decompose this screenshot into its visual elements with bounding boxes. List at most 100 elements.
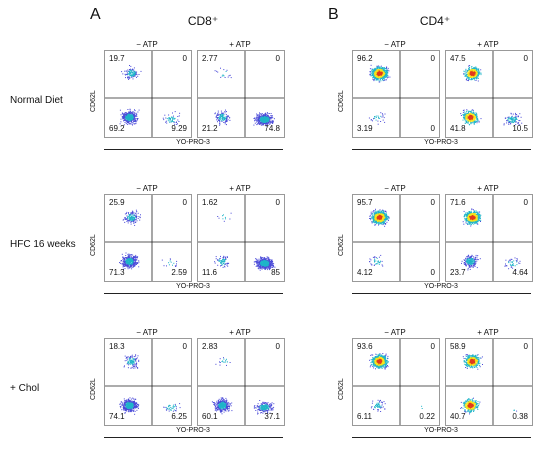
y-axis-label-cd4-0: CD62L [338, 90, 345, 112]
quadrant-ul-value: 2.77 [202, 54, 218, 63]
quadrant-ur-value: 0 [182, 198, 187, 207]
x-axis-line-cd4-0 [352, 149, 531, 150]
x-axis-label-cd8-0: YO-PRO-3 [176, 139, 210, 146]
quadrant-ul-value: 18.3 [109, 342, 125, 351]
flow-plot-cd4-0-plus: 47.5 0 41.8 10.5 [445, 50, 533, 138]
cd4-title: CD4⁺ [419, 14, 451, 28]
scatter-cd4-0-minus [353, 51, 439, 137]
quadrant-ur-value: 0 [430, 198, 435, 207]
flow-plot-cd8-1-minus: 25.9 0 71.3 2.59 [104, 194, 192, 282]
scatter-cd8-1-minus [105, 195, 191, 281]
quadrant-ll-value: 23.7 [450, 268, 466, 277]
quadrant-ur-value: 0 [523, 54, 528, 63]
quadrant-lr-value: 6.25 [171, 412, 187, 421]
quadrant-ll-value: 74.1 [109, 412, 125, 421]
quadrant-ll-value: 6.11 [357, 412, 372, 421]
y-axis-label-cd8-1: CD62L [90, 234, 97, 256]
flow-plot-cd8-2-plus: 2.83 0 60.1 37.1 [197, 338, 285, 426]
quadrant-lr-value: 0 [430, 124, 435, 133]
flow-plot-cd8-0-plus: 2.77 0 21.2 74.8 [197, 50, 285, 138]
flow-plot-cd4-2-minus: 93.6 0 6.11 0.22 [352, 338, 440, 426]
condition-label-cd8-2-minus: − ATP [136, 328, 158, 337]
condition-label-cd4-0-minus: − ATP [384, 40, 406, 49]
quadrant-ur-value: 0 [182, 54, 187, 63]
quadrant-ul-value: 25.9 [109, 198, 125, 207]
condition-label-cd4-1-minus: − ATP [384, 184, 406, 193]
panel-b-letter: B [328, 6, 339, 23]
condition-label-cd8-2-plus: + ATP [229, 328, 251, 337]
quadrant-ll-value: 21.2 [202, 124, 218, 133]
condition-label-cd4-0-plus: + ATP [477, 40, 499, 49]
scatter-cd4-1-plus [446, 195, 532, 281]
condition-label-cd8-1-minus: − ATP [136, 184, 158, 193]
flow-plot-cd8-1-plus: 1.62 0 11.6 85 [197, 194, 285, 282]
quadrant-lr-value: 0 [430, 268, 435, 277]
quadrant-lr-value: 37.1 [264, 412, 280, 421]
y-axis-label-cd4-1: CD62L [338, 234, 345, 256]
quadrant-ul-value: 93.6 [357, 342, 373, 351]
quadrant-ll-value: 4.12 [357, 268, 373, 277]
quadrant-ll-value: 71.3 [109, 268, 125, 277]
condition-label-cd8-0-plus: + ATP [229, 40, 251, 49]
condition-label-cd4-1-plus: + ATP [477, 184, 499, 193]
scatter-cd8-0-plus [198, 51, 284, 137]
quadrant-ul-value: 96.2 [357, 54, 373, 63]
quadrant-ur-value: 0 [430, 54, 435, 63]
cd8-title: CD8⁺ [187, 14, 219, 28]
x-axis-label-cd8-2: YO-PRO-3 [176, 427, 210, 434]
quadrant-ul-value: 47.5 [450, 54, 466, 63]
quadrant-ur-value: 0 [182, 342, 187, 351]
quadrant-ur-value: 0 [523, 342, 528, 351]
quadrant-ul-value: 19.7 [109, 54, 125, 63]
quadrant-lr-value: 85 [271, 268, 280, 277]
x-axis-line-cd4-1 [352, 293, 531, 294]
x-axis-label-cd4-1: YO-PRO-3 [424, 283, 458, 290]
flow-plot-cd8-2-minus: 18.3 0 74.1 6.25 [104, 338, 192, 426]
quadrant-ll-value: 41.8 [450, 124, 466, 133]
scatter-cd4-2-plus [446, 339, 532, 425]
scatter-cd4-1-minus [353, 195, 439, 281]
flow-plot-cd4-0-minus: 96.2 0 3.19 0 [352, 50, 440, 138]
quadrant-lr-value: 74.8 [264, 124, 280, 133]
x-axis-label-cd4-0: YO-PRO-3 [424, 139, 458, 146]
flow-plot-cd4-2-plus: 58.9 0 40.7 0.38 [445, 338, 533, 426]
scatter-cd8-0-minus [105, 51, 191, 137]
quadrant-ul-value: 2.83 [202, 342, 218, 351]
quadrant-ul-value: 71.6 [450, 198, 466, 207]
panel-a-letter: A [90, 6, 101, 23]
quadrant-ul-value: 58.9 [450, 342, 466, 351]
quadrant-ll-value: 40.7 [450, 412, 466, 421]
x-axis-line-cd8-1 [104, 293, 283, 294]
quadrant-ur-value: 0 [275, 198, 280, 207]
flow-plot-cd8-0-minus: 19.7 0 69.2 9.29 [104, 50, 192, 138]
quadrant-lr-value: 4.64 [512, 268, 528, 277]
quadrant-lr-value: 0.22 [419, 412, 435, 421]
flow-plot-cd4-1-minus: 95.7 0 4.12 0 [352, 194, 440, 282]
quadrant-ll-value: 69.2 [109, 124, 125, 133]
condition-label-cd8-1-plus: + ATP [229, 184, 251, 193]
quadrant-ur-value: 0 [275, 342, 280, 351]
x-axis-line-cd8-0 [104, 149, 283, 150]
quadrant-ul-value: 95.7 [357, 198, 373, 207]
y-axis-label-cd8-2: CD62L [90, 378, 97, 400]
condition-label-cd4-2-minus: − ATP [384, 328, 406, 337]
quadrant-lr-value: 10.5 [512, 124, 528, 133]
condition-label-cd4-2-plus: + ATP [477, 328, 499, 337]
quadrant-ur-value: 0 [430, 342, 435, 351]
scatter-cd4-0-plus [446, 51, 532, 137]
quadrant-ll-value: 11.6 [202, 268, 217, 277]
y-axis-label-cd4-2: CD62L [338, 378, 345, 400]
quadrant-ll-value: 60.1 [202, 412, 218, 421]
row-label-hfc-16-weeks: HFC 16 weeks [10, 239, 76, 250]
quadrant-ur-value: 0 [275, 54, 280, 63]
scatter-cd4-2-minus [353, 339, 439, 425]
x-axis-label-cd8-1: YO-PRO-3 [176, 283, 210, 290]
condition-label-cd8-0-minus: − ATP [136, 40, 158, 49]
scatter-cd8-1-plus [198, 195, 284, 281]
flow-plot-cd4-1-plus: 71.6 0 23.7 4.64 [445, 194, 533, 282]
scatter-cd8-2-plus [198, 339, 284, 425]
y-axis-label-cd8-0: CD62L [90, 90, 97, 112]
quadrant-lr-value: 0.38 [512, 412, 528, 421]
quadrant-lr-value: 9.29 [171, 124, 187, 133]
quadrant-lr-value: 2.59 [171, 268, 187, 277]
